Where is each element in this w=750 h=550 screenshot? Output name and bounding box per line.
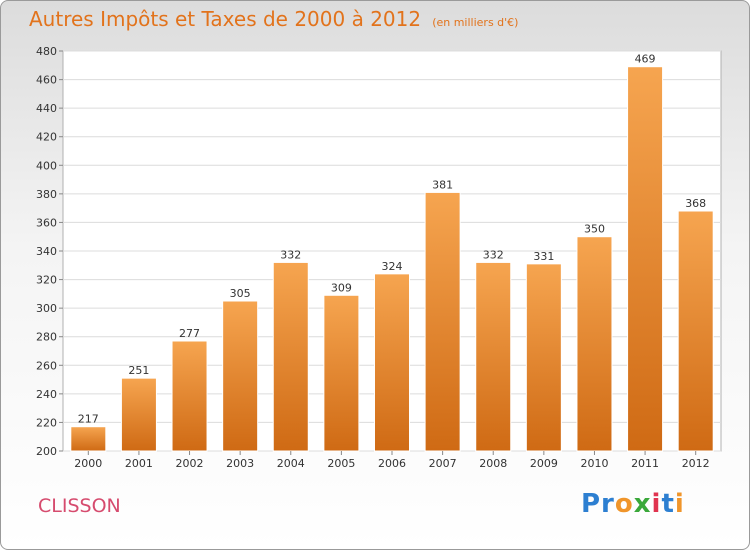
data-label: 309: [331, 281, 352, 294]
logo-part: x: [633, 489, 652, 519]
y-tick-label: 240: [36, 388, 57, 401]
bar: [272, 261, 309, 452]
x-tick-label: 2004: [277, 457, 305, 470]
y-tick-label: 340: [36, 245, 57, 258]
data-label: 332: [483, 248, 504, 261]
x-tick-label: 2007: [429, 457, 457, 470]
x-tick-label: 2010: [580, 457, 608, 470]
chart-subtitle: (en milliers d'€): [432, 16, 519, 29]
plot-area: 200 220 240 260 280 300 320 340 360 380 400 420 440 4…: [36, 45, 722, 470]
bar: [424, 191, 461, 452]
y-tick-label: 440: [36, 102, 57, 115]
x-tick-label: 2005: [327, 457, 355, 470]
x-tick-label: 2001: [125, 457, 153, 470]
data-label: 332: [280, 248, 301, 261]
chart-title-block: Autres Impôts et Taxes de 2000 à 2012 (e…: [29, 7, 518, 31]
logo-part: Pr: [581, 489, 615, 519]
data-label: 469: [635, 53, 656, 66]
data-label: 305: [230, 287, 251, 300]
data-label: 331: [533, 250, 554, 263]
x-tick-label: 2008: [479, 457, 507, 470]
bar: [171, 340, 208, 452]
data-label: 324: [382, 260, 403, 273]
bar: [576, 236, 613, 452]
y-tick-label: 200: [36, 445, 57, 458]
x-tick-label: 2006: [378, 457, 406, 470]
x-tick-label: 2012: [682, 457, 710, 470]
bar: [475, 261, 512, 452]
y-tick-label: 480: [36, 45, 57, 58]
y-tick-label: 220: [36, 416, 57, 429]
bar: [374, 273, 410, 452]
bar: [525, 263, 562, 452]
x-tick-label: 2000: [74, 457, 102, 470]
y-tick-label: 300: [36, 302, 57, 315]
y-tick-label: 420: [36, 131, 57, 144]
city-name: CLISSON: [38, 495, 121, 517]
x-tick-label: 2003: [226, 457, 254, 470]
y-tick-label: 260: [36, 359, 57, 372]
x-tick-label: 2011: [631, 457, 659, 470]
bar: [627, 66, 664, 452]
y-tick-label: 320: [36, 274, 57, 287]
chart-title: Autres Impôts et Taxes de 2000 à 2012: [29, 7, 422, 31]
data-label: 381: [432, 178, 453, 191]
data-label: 217: [78, 413, 99, 426]
data-label: 350: [584, 223, 605, 236]
bar: [70, 426, 107, 452]
data-label: 251: [128, 364, 149, 377]
bar: [323, 294, 360, 452]
bar: [677, 210, 714, 452]
y-tick-label: 380: [36, 188, 57, 201]
proxiti-logo: Proxiti: [581, 489, 685, 519]
y-tick-label: 460: [36, 74, 57, 87]
y-tick-label: 280: [36, 331, 57, 344]
bar: [120, 377, 157, 452]
x-tick-label: 2002: [176, 457, 204, 470]
y-tick-label: 360: [36, 216, 57, 229]
logo-part: i: [674, 489, 685, 519]
logo-part: t: [661, 489, 675, 519]
bar: [222, 300, 259, 452]
data-label: 368: [685, 197, 706, 210]
y-tick-label: 400: [36, 159, 57, 172]
x-tick-label: 2009: [530, 457, 558, 470]
data-label: 277: [179, 327, 200, 340]
logo-part: o: [614, 489, 634, 519]
logo-part: i: [651, 489, 662, 519]
